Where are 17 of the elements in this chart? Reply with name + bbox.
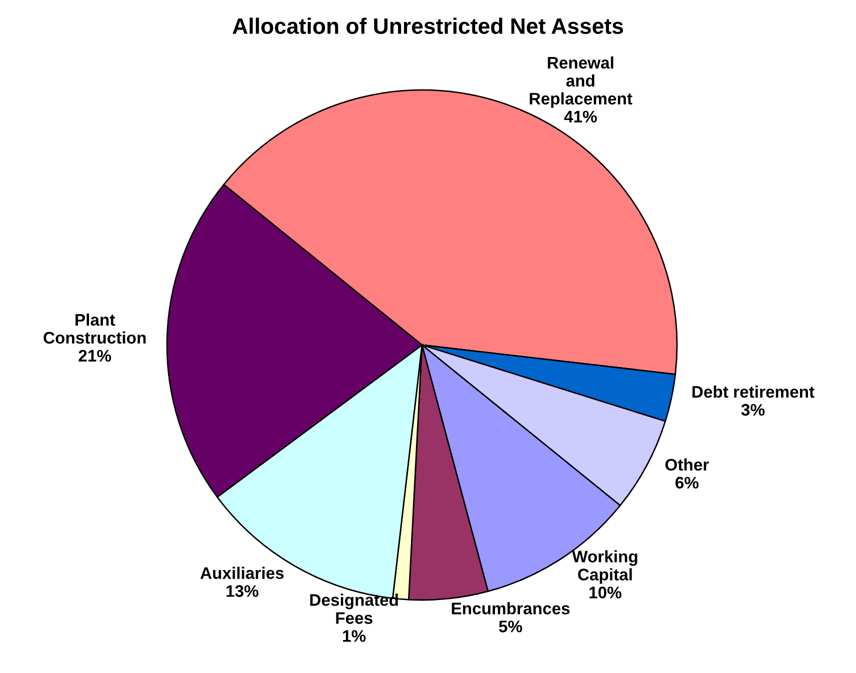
slice-label: Designated Fees <box>310 594 398 624</box>
data-label: 41% <box>564 110 597 122</box>
data-label: 13% <box>226 585 258 597</box>
slice-label: Auxiliaries <box>200 566 284 579</box>
slice-label: Encumbrances <box>452 602 570 614</box>
data-label: 21% <box>78 350 112 362</box>
slice-label: Working Capital <box>572 550 638 584</box>
data-label: 3% <box>741 404 765 416</box>
data-label: 10% <box>590 586 622 598</box>
slice-label: Plant Construction <box>44 314 146 344</box>
slice-label: Other <box>665 458 709 471</box>
data-label: 5% <box>499 620 522 632</box>
data-label: 6% <box>676 476 699 489</box>
data-label: 1% <box>343 630 366 642</box>
chart-title: Allocation of Unrestricted Net Assets <box>232 18 624 34</box>
slice-label: Debt retirement <box>692 386 814 398</box>
slice-label: Renewal and Replacement <box>530 56 632 108</box>
